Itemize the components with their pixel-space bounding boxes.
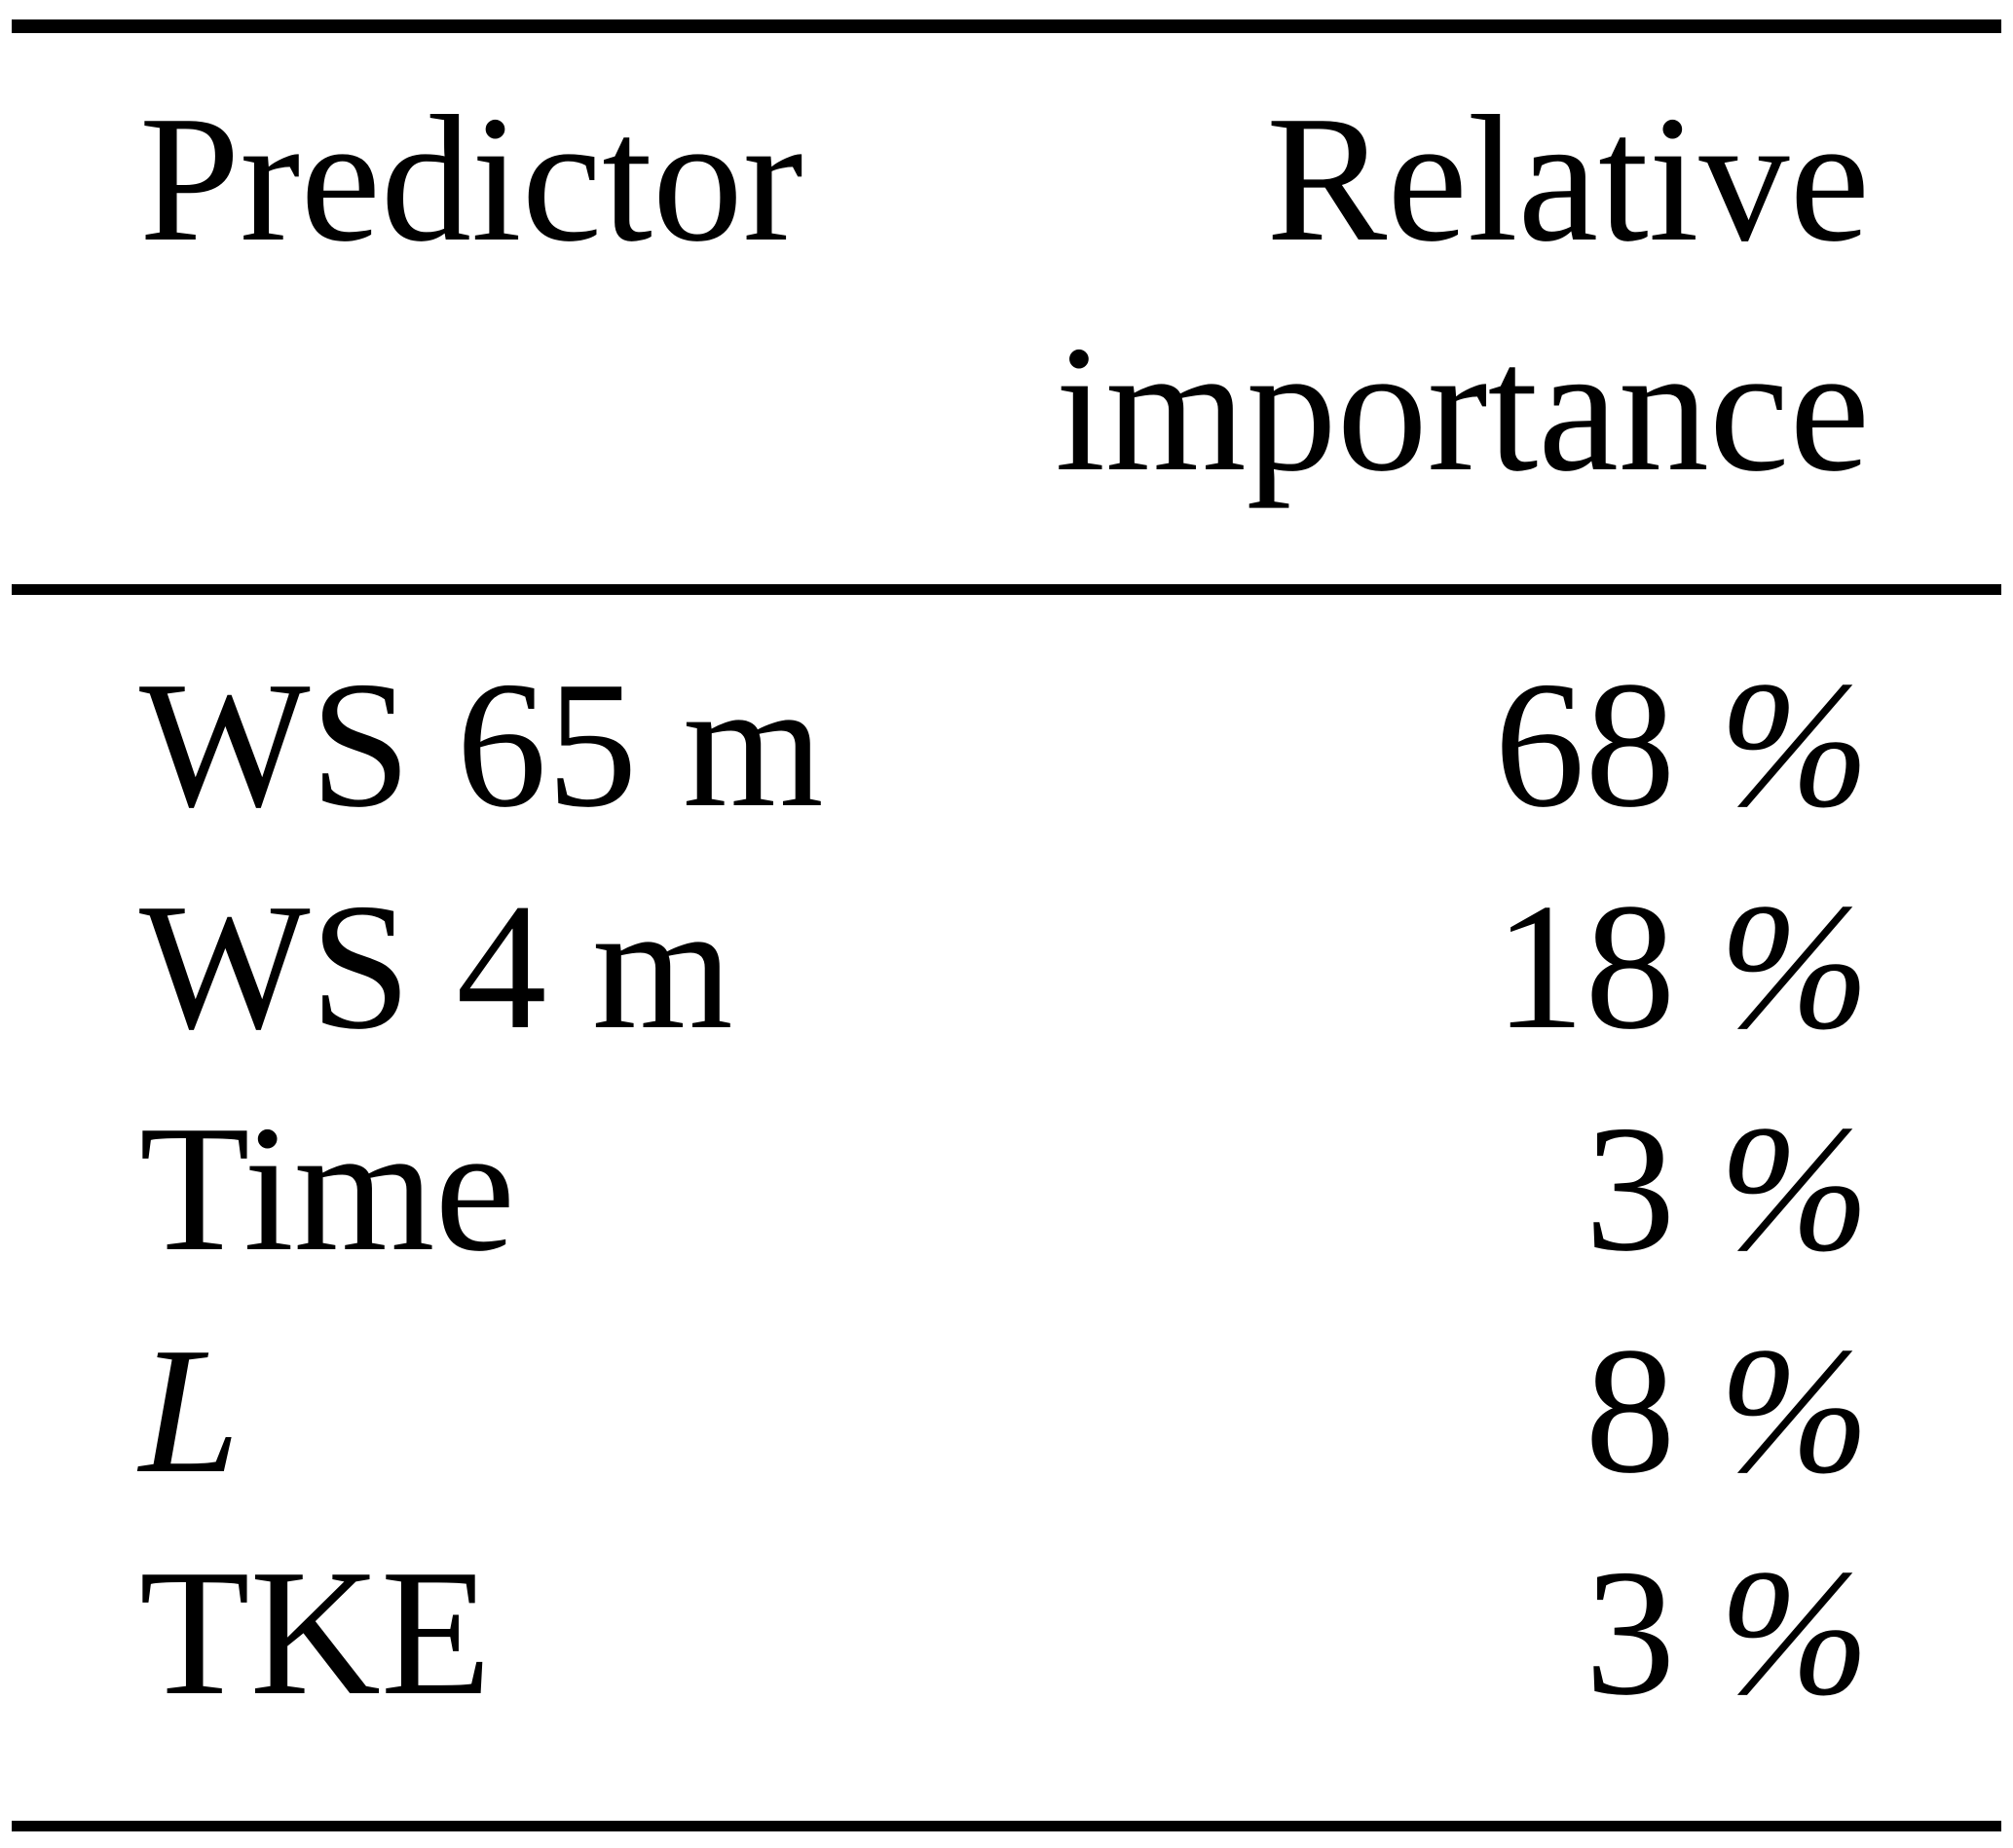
table-row: Time 3% [139,1078,1870,1300]
percent-sign: % [1719,645,1870,845]
predictor-cell: TKE [139,1533,492,1733]
importance-value: 3 [1584,1533,1676,1733]
importance-value: 3 [1584,1089,1676,1289]
table-top-rule [12,19,2001,33]
table-row: WS 65 m 68% [139,634,1870,856]
column-header-predictor: Predictor [139,79,803,279]
table-row: TKE 3% [139,1522,1870,1744]
table-row: L 8% [139,1300,1870,1522]
predictor-cell: Time [139,1089,515,1289]
importance-cell: 3% [1584,1078,1870,1300]
table-bottom-rule [12,1821,2001,1831]
importance-cell: 18% [1494,856,1870,1078]
percent-sign: % [1719,1089,1870,1289]
importance-cell: 68% [1494,634,1870,856]
importance-value: 8 [1584,1311,1676,1511]
predictor-cell: L [139,1311,241,1511]
predictor-cell: WS 65 m [139,645,824,845]
predictor-cell: WS 4 m [139,867,733,1067]
table-header-rule [12,584,2001,595]
importance-value: 18 [1494,867,1676,1067]
importance-cell: 8% [1584,1300,1870,1522]
table-body: WS 65 m 68% WS 4 m 18% Time 3% L 8% TKE … [12,634,2001,1744]
importance-value: 68 [1494,645,1676,845]
importance-cell: 3% [1584,1522,1870,1744]
column-header-relative-importance: Relative importance [1055,79,1870,509]
percent-sign: % [1719,1311,1870,1511]
table-header-row: Predictor Relative importance [12,64,2001,524]
percent-sign: % [1719,1533,1870,1733]
table-row: WS 4 m 18% [139,856,1870,1078]
percent-sign: % [1719,867,1870,1067]
